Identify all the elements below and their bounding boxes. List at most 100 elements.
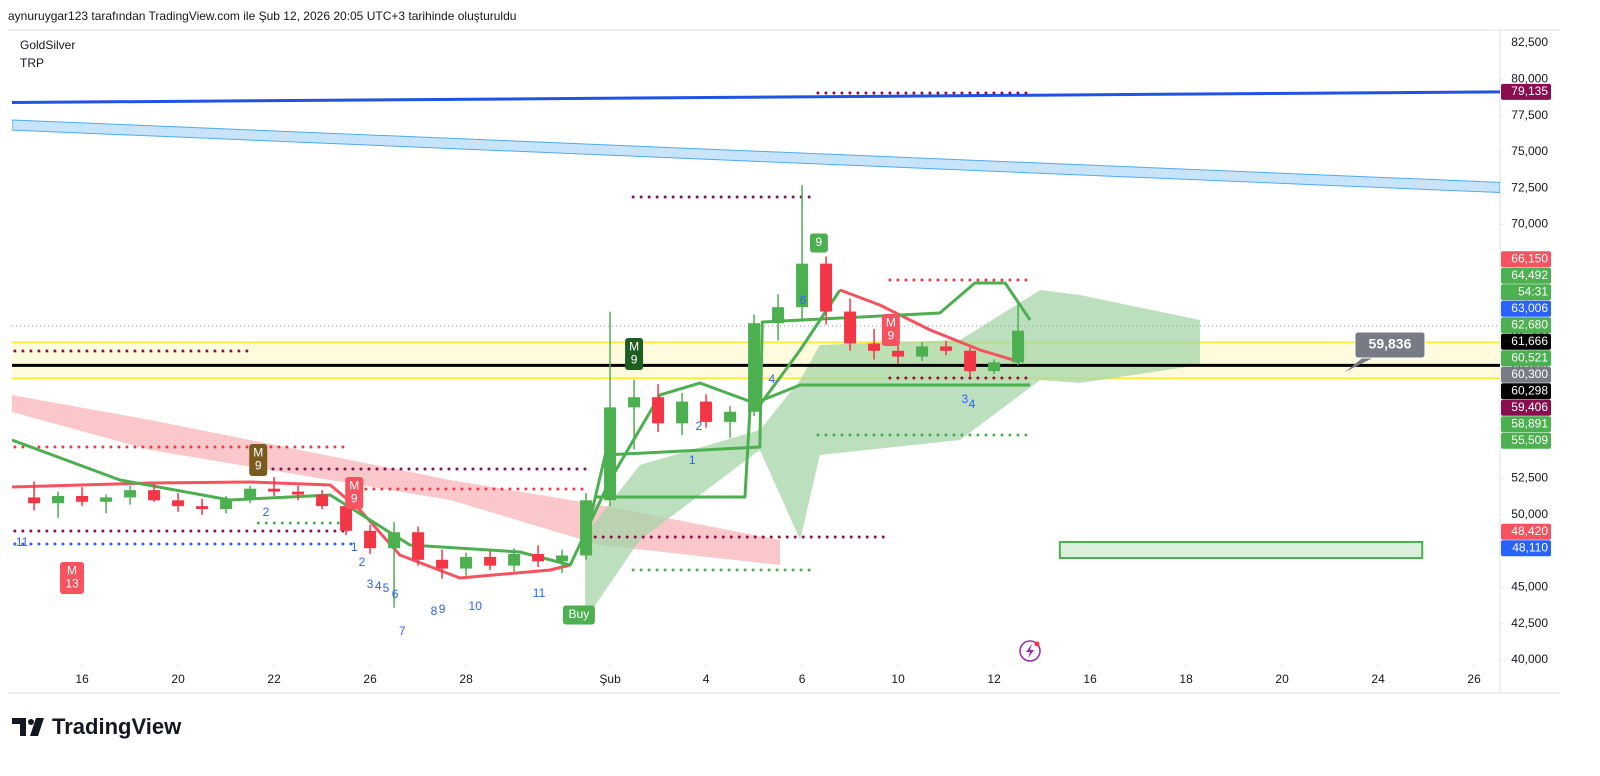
candle-body [724, 411, 737, 422]
x-tick-label: 22 [267, 672, 281, 686]
brand: TradingView [52, 714, 182, 739]
x-tick-label: 24 [1371, 672, 1385, 686]
y-tick-label: 75,000 [1511, 144, 1548, 158]
candle-body [676, 401, 689, 424]
candle-body [244, 488, 257, 499]
y-tick-label: 72,500 [1511, 180, 1548, 194]
x-tick-label: 12 [987, 672, 1001, 686]
count-label: 4 [969, 397, 976, 411]
price-label: 62,680 [1511, 317, 1548, 331]
x-tick-label: 28 [459, 672, 473, 686]
price-label: 60,521 [1511, 350, 1548, 364]
price-label: 66,150 [1511, 251, 1548, 265]
x-tick-label: 20 [171, 672, 185, 686]
candle-body [796, 263, 809, 308]
y-tick-label: 80,000 [1511, 71, 1548, 85]
candle-body [388, 532, 401, 549]
x-tick-label: 26 [363, 672, 377, 686]
x-tick-label: 4 [703, 672, 710, 686]
candle-body [892, 350, 905, 357]
flag [249, 444, 268, 477]
count-label: 1 [689, 453, 696, 467]
y-tick-label: 42,500 [1511, 616, 1548, 630]
candle-body [652, 397, 665, 424]
price-label-box [1501, 251, 1551, 268]
price-label-box [1501, 300, 1551, 317]
flag [345, 477, 364, 510]
y-tick-label: 70,000 [1511, 217, 1548, 231]
candle-body [124, 490, 137, 498]
price-label-box [1501, 350, 1551, 367]
price-label-box [1501, 267, 1551, 284]
candle-body [412, 532, 425, 560]
price-label: 54:31 [1518, 284, 1548, 298]
channel [12, 119, 1500, 194]
price-label: 59,406 [1511, 400, 1548, 414]
price-label: 64,492 [1511, 268, 1548, 282]
candle-body [364, 530, 377, 549]
count-label: 7 [399, 624, 406, 638]
flag [562, 605, 595, 625]
price-label: 79,135 [1511, 84, 1548, 98]
price-label-box [1501, 284, 1551, 301]
candle-body [748, 323, 761, 412]
price-label-box [1501, 333, 1551, 350]
candle-body [52, 495, 65, 504]
flag-label: 9 [351, 492, 358, 506]
candle-body [820, 263, 833, 312]
count-label: 6 [800, 293, 807, 307]
alert-icon[interactable] [1019, 640, 1041, 662]
price-label-box [1501, 383, 1551, 400]
x-tick-label: 26 [1467, 672, 1481, 686]
x-tick-label: 16 [75, 672, 89, 686]
price-label-box [1501, 416, 1551, 433]
callout-pointer [1344, 356, 1377, 373]
y-tick-label: 50,000 [1511, 507, 1548, 521]
candle-body [196, 506, 209, 510]
flag-label: M [349, 479, 359, 493]
candle-body [772, 307, 785, 324]
candle-body [484, 556, 497, 566]
price-label: 60,300 [1511, 367, 1548, 381]
y-tick-label: 45,000 [1511, 580, 1548, 594]
count-label: 5 [383, 581, 390, 595]
count-label: 6 [392, 587, 399, 601]
interval: TRP [20, 56, 44, 70]
price-label-box [1501, 83, 1551, 100]
symbol: GoldSilver [20, 38, 75, 52]
flag [60, 561, 84, 594]
flag-label: M [253, 446, 263, 460]
count-label: 8 [431, 604, 438, 618]
header: aynuruygar123 tarafından TradingView.com… [8, 9, 516, 23]
count-label: 3 [367, 577, 374, 591]
candle-body [220, 498, 233, 510]
price-label-box [1501, 399, 1551, 416]
candle-body [844, 311, 857, 344]
x-tick-label: 16 [1083, 672, 1097, 686]
y-tick-label: 40,000 [1511, 652, 1548, 666]
candle-body [964, 350, 977, 372]
candle-body [100, 497, 113, 502]
count-label: 2 [263, 505, 270, 519]
flag-label: M [886, 316, 896, 330]
price-label: 63,006 [1511, 301, 1548, 315]
x-tick-label: Şub [599, 672, 621, 686]
price-label-box [1501, 523, 1551, 540]
candle-body [172, 500, 185, 507]
flag-label: M [629, 340, 639, 354]
trend-line [12, 90, 1500, 105]
candle-body [940, 346, 953, 351]
price-label: 55,509 [1511, 433, 1548, 447]
count-label: 4 [768, 372, 775, 386]
price-label-box [1501, 366, 1551, 383]
candle-body [532, 554, 545, 562]
price-label: 61,666 [1511, 334, 1548, 348]
flag-label: M [67, 564, 77, 578]
candle-body [604, 407, 617, 501]
candle-body [556, 555, 569, 562]
callout-label: 59,836 [1369, 336, 1412, 352]
logo [12, 718, 44, 736]
count-label: 9 [439, 602, 446, 616]
